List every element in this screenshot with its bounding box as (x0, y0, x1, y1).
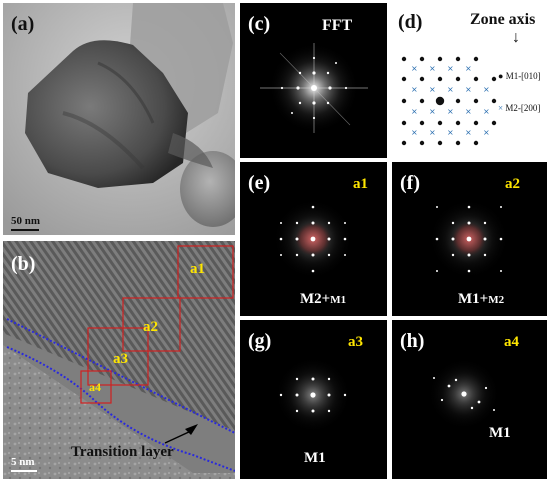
panel-d-label: (d) (398, 11, 423, 33)
svg-text:×: × (429, 64, 436, 73)
svg-text:×: × (429, 128, 436, 137)
caption-main: M1+ (458, 291, 489, 307)
region-a1-label: a1 (190, 261, 205, 277)
svg-text:×: × (411, 107, 418, 116)
svg-text:×: × (465, 128, 472, 137)
panel-c-label: (c) (248, 13, 271, 35)
legend-m2: × M2-[200] (498, 103, 540, 113)
fft-pattern-graphic (428, 358, 500, 430)
svg-text:×: × (429, 107, 436, 116)
panel-c-fft: (c) FFT (240, 3, 387, 158)
panel-e-fft-a1: (e) a1 M2+M1 (240, 162, 387, 316)
tem-particles-graphic (3, 3, 235, 235)
m2-marker-icon: × (498, 103, 504, 113)
svg-text:×: × (465, 107, 472, 116)
fft-pattern-graphic (273, 199, 353, 279)
phase-caption: M2+M1 (300, 291, 346, 308)
svg-text:×: × (447, 128, 454, 137)
panel-f-fft-a2: (f) a2 M1+M2 (392, 162, 547, 316)
panel-g-fft-a3: (g) a3 M1 (240, 320, 387, 479)
hrtem-lattice-graphic (3, 241, 235, 479)
phase-caption: M1 (489, 425, 511, 441)
fft-pattern-graphic (260, 43, 368, 133)
m2-legend-text: M2-[200] (505, 103, 541, 113)
phase-caption: M1 (304, 450, 326, 466)
diffraction-schematic-graphic: × × × × × × × × × × × × × × × × × × × (401, 56, 497, 146)
svg-text:×: × (465, 85, 472, 94)
region-tag: a4 (504, 334, 519, 350)
panel-b-hrtem-image: (b) a1 a2 a3 a4 Transition layer 5 nm (3, 241, 235, 479)
scale-label: 50 nm (11, 215, 41, 227)
svg-text:×: × (483, 107, 490, 116)
svg-text:×: × (447, 107, 454, 116)
svg-text:×: × (483, 85, 490, 94)
zone-axis-arrow-icon: ↓ (512, 29, 520, 46)
fft-title: FFT (322, 17, 353, 34)
svg-text:×: × (411, 128, 418, 137)
phase-caption: M1+M2 (458, 291, 504, 308)
caption-sub: M2 (488, 294, 505, 306)
m1-legend-text: M1-[010] (505, 71, 541, 81)
fft-pattern-graphic (429, 199, 509, 279)
caption-sub: M1 (330, 294, 347, 306)
fft-pattern-graphic (275, 357, 351, 433)
panel-d-zone-axis-schematic: × × × × × × × × × × × × × × × × × × × (d) Zone axis ↓ ●… (392, 3, 547, 158)
panel-g-label: (g) (248, 330, 272, 352)
scale-label: 5 nm (11, 456, 35, 468)
panel-h-label: (h) (400, 330, 425, 352)
svg-text:×: × (465, 64, 472, 73)
panel-f-label: (f) (400, 172, 420, 194)
panel-h-fft-a4: (h) a4 M1 (392, 320, 547, 479)
legend-m1: ● M1-[010] (498, 71, 541, 81)
region-a3-label: a3 (113, 351, 128, 367)
scale-bar (11, 470, 37, 472)
svg-text:×: × (447, 85, 454, 94)
panel-e-label: (e) (248, 172, 271, 194)
svg-text:×: × (411, 64, 418, 73)
panel-b-label: (b) (11, 253, 36, 275)
transition-layer-annotation: Transition layer (71, 444, 174, 460)
svg-text:×: × (483, 128, 490, 137)
region-tag: a3 (348, 334, 363, 350)
region-tag: a2 (505, 176, 520, 192)
region-a2-label: a2 (143, 319, 158, 335)
svg-text:×: × (447, 64, 454, 73)
zone-axis-title: Zone axis (470, 11, 536, 28)
caption-main: M2+ (300, 291, 331, 307)
panel-a-label: (a) (11, 13, 35, 35)
panel-a-tem-image: (a) 50 nm (3, 3, 235, 235)
scale-bar (11, 229, 39, 231)
region-tag: a1 (353, 176, 368, 192)
region-a4-label: a4 (89, 380, 101, 394)
svg-text:×: × (411, 85, 418, 94)
m1-marker-icon: ● (498, 71, 504, 81)
svg-text:×: × (429, 85, 436, 94)
